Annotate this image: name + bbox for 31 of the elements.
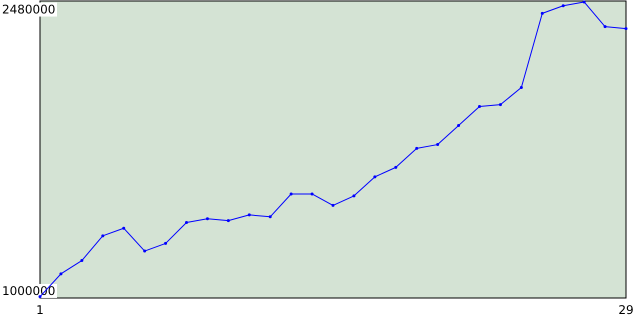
point xyxy=(59,272,62,276)
point xyxy=(436,143,440,146)
point xyxy=(394,166,398,169)
point xyxy=(310,192,314,196)
point xyxy=(582,0,586,4)
point xyxy=(101,234,104,238)
point xyxy=(164,242,168,245)
point xyxy=(226,219,230,222)
point xyxy=(290,192,293,196)
point xyxy=(520,86,523,90)
point xyxy=(562,4,565,8)
point xyxy=(248,213,251,216)
point xyxy=(122,226,126,230)
point xyxy=(415,146,418,150)
point xyxy=(206,217,209,220)
point xyxy=(332,204,334,207)
point xyxy=(373,175,376,178)
point xyxy=(143,250,146,253)
point xyxy=(498,103,502,106)
x-tick-label: 29 xyxy=(618,303,634,317)
point xyxy=(268,215,272,218)
point xyxy=(185,221,188,224)
point xyxy=(457,124,460,128)
x-tick-label: 1 xyxy=(36,303,44,317)
point xyxy=(604,25,607,28)
point xyxy=(478,105,481,108)
point xyxy=(624,27,628,30)
point xyxy=(540,12,544,15)
point xyxy=(80,259,84,262)
point xyxy=(352,194,356,198)
y-tick-label: 2480000 xyxy=(2,2,56,17)
